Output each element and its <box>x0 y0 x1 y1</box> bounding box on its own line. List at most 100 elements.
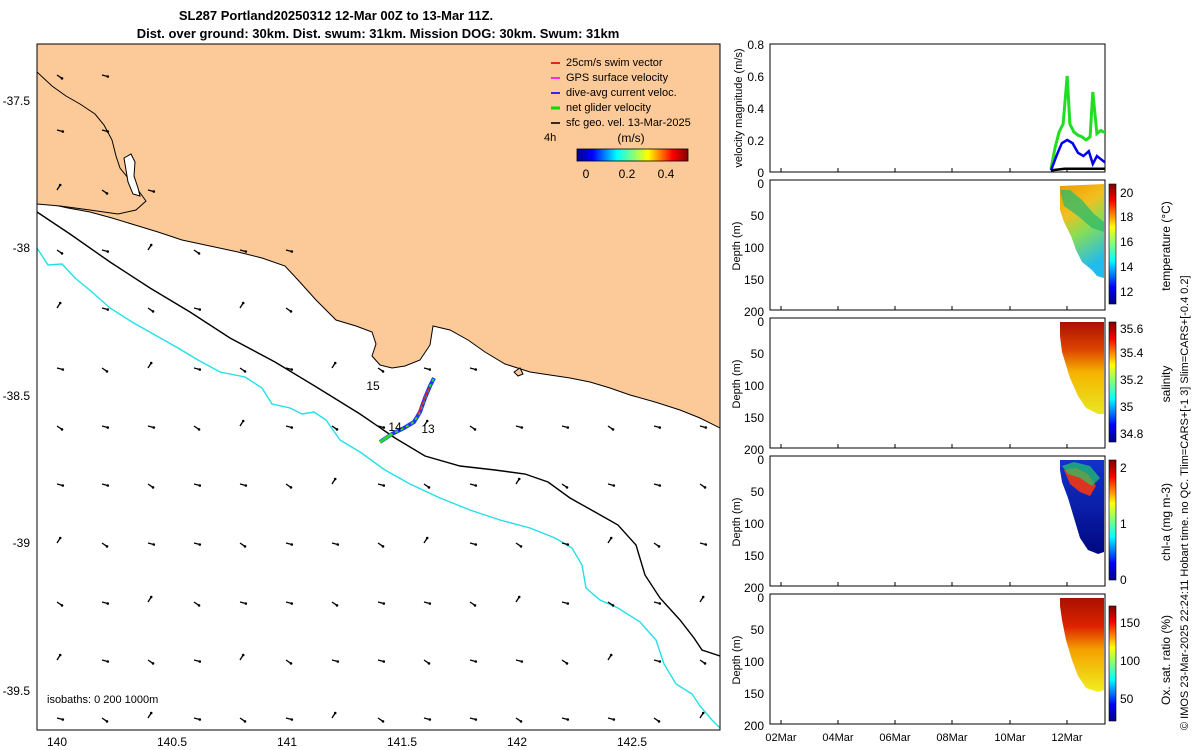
ox-y-label: Depth (m) <box>731 636 743 685</box>
temperature-colorbar <box>1108 183 1117 305</box>
velocity-panel: 0.8 0.6 0.4 0.2 0 velocity magnitude (m/… <box>733 38 1106 180</box>
geo-velocity-arrowhead <box>151 310 155 313</box>
chla-cbar-label: chl-a (mg m-3) <box>1159 483 1173 561</box>
chla-colorbar <box>1108 459 1117 581</box>
salinity-panel: 0 50 100 150 200 Depth (m) 35.6 35.4 35.… <box>731 315 1173 457</box>
ox-y-tick: 200 <box>744 719 764 733</box>
sal-y-tick: 150 <box>744 411 764 425</box>
sal-cbar-tick: 35.4 <box>1120 346 1144 360</box>
temp-cbar-tick: 18 <box>1120 210 1134 224</box>
map-y-tick: -37.5 <box>3 94 31 108</box>
map-x-tick: 141.5 <box>387 735 417 749</box>
map-x-tick: 140.5 <box>157 735 187 749</box>
geo-velocity-arrowhead <box>701 711 705 715</box>
map-day-label-14: 14 <box>388 420 402 434</box>
map-y-tick: -38 <box>13 241 31 255</box>
geo-velocity-arrowhead <box>703 662 707 665</box>
temp-cbar-label: temperature (°C) <box>1159 201 1173 291</box>
geo-velocity-arrowhead <box>152 190 156 193</box>
isobaths-label: isobaths: 0 200 1000m <box>47 694 158 706</box>
geo-velocity-arrowhead <box>609 536 613 540</box>
chla-y-tick: 50 <box>751 485 765 499</box>
date-tick: 04Mar <box>822 732 854 744</box>
temperature-panel: 0 50 100 150 200 Depth (m) 20 18 16 14 1… <box>731 177 1173 319</box>
geo-velocity-arrowhead <box>198 543 202 546</box>
geo-velocity-arrowhead <box>612 484 616 487</box>
geo-velocity-arrowhead <box>197 252 201 255</box>
velocity-frame <box>769 43 1106 173</box>
geo-velocity-arrowhead <box>61 484 65 487</box>
geo-velocity-arrowhead <box>566 602 570 605</box>
geo-velocity-arrowhead <box>517 477 521 481</box>
sal-cbar-tick: 35.6 <box>1120 322 1144 336</box>
geo-velocity-arrowhead <box>382 660 386 663</box>
geo-velocity-arrowhead <box>336 543 340 546</box>
geo-velocity-arrowhead <box>105 192 109 195</box>
geo-velocity-arrowhead <box>105 545 109 548</box>
chla-cbar-tick: 1 <box>1120 517 1127 531</box>
geo-velocity-arrowhead <box>60 252 64 255</box>
geo-velocity-arrowhead <box>61 718 65 721</box>
map-panel: 15 14 13 isobaths: 0 200 1000m 25cm/s sw… <box>3 43 721 749</box>
glider-track <box>378 377 436 444</box>
geo-velocity-arrowhead <box>565 662 569 665</box>
legend-gps-velocity: GPS surface velocity <box>566 72 669 84</box>
geo-velocity-arrowhead <box>382 602 386 605</box>
geo-velocity-arrowhead <box>704 543 708 546</box>
map-day-label-13: 13 <box>421 422 435 436</box>
geo-velocity-arrowhead <box>425 419 429 423</box>
geo-velocity-arrowhead <box>106 484 110 487</box>
geo-velocity-arrowhead <box>474 718 478 721</box>
geo-velocity-arrowhead <box>658 484 662 487</box>
geo-velocity-arrowhead <box>149 595 153 599</box>
figure-title-line2: Dist. over ground: 30km. Dist. swum: 31k… <box>137 26 620 41</box>
chla-frame <box>769 455 1106 587</box>
geo-velocity-arrowhead <box>105 370 109 373</box>
geo-velocity-arrowhead <box>427 662 431 665</box>
geo-velocity-arrowhead <box>335 428 339 431</box>
geo-velocity-arrowhead <box>198 368 202 371</box>
geo-velocity-arrowhead <box>517 595 521 599</box>
geo-velocity-arrowhead <box>612 718 616 721</box>
geo-velocity-arrowhead <box>382 484 386 487</box>
geo-velocity-arrowhead <box>243 370 247 373</box>
chla-mid-layer <box>1062 462 1100 486</box>
geo-velocity-arrowhead <box>519 545 523 548</box>
geo-velocity-arrowhead <box>198 718 202 721</box>
geo-velocity-arrowhead <box>473 604 477 607</box>
ox-y-tick: 0 <box>757 591 764 605</box>
date-tick: 06Mar <box>879 732 911 744</box>
geo-velocity-arrowhead <box>106 308 110 311</box>
sal-y-tick: 0 <box>757 315 764 329</box>
ox-y-tick: 50 <box>751 623 765 637</box>
geo-velocity-arrowhead <box>520 426 524 429</box>
velocity-y-tick: 0.4 <box>747 102 764 116</box>
geo-velocity-arrowhead <box>658 660 662 663</box>
velocity-series <box>1049 75 1106 172</box>
colorbar-tick-2: 0.4 <box>658 167 675 181</box>
geo-velocity-arrowhead <box>243 720 247 723</box>
geo-velocity-arrowhead <box>290 426 294 429</box>
sal-y-tick: 100 <box>744 379 764 393</box>
velocity-y-label: velocity magnitude (m/s) <box>733 48 745 167</box>
ox-cbar-tick: 100 <box>1120 654 1140 668</box>
geo-velocity-arrowhead <box>425 536 429 540</box>
geo-velocity-arrowhead <box>149 711 153 715</box>
map-legend: 25cm/s swim vector GPS surface velocity … <box>544 57 691 181</box>
oxygen-frame <box>769 593 1106 725</box>
chla-panel: 0 50 100 150 200 Depth (m) 2 1 0 chl-a (… <box>731 453 1173 595</box>
geo-velocity-arrowhead <box>658 602 662 605</box>
velocity-series-line-0 <box>1049 75 1105 170</box>
temp-cbar-tick: 16 <box>1120 235 1134 249</box>
map-y-tick: -39 <box>13 536 31 550</box>
ox-y-tick: 100 <box>744 655 764 669</box>
date-axis: 02Mar 04Mar 06Mar 08Mar 10Mar 12Mar <box>765 732 1083 744</box>
geo-velocity-arrowhead <box>106 660 110 663</box>
geo-velocity-arrowhead <box>381 370 385 373</box>
geo-velocity-arrowhead <box>474 484 478 487</box>
chla-y-tick: 100 <box>744 517 764 531</box>
colorbar-unit: (m/s) <box>617 131 644 145</box>
geo-velocity-arrowhead <box>197 428 201 431</box>
geo-velocity-arrowhead <box>60 604 64 607</box>
temp-cbar-tick: 20 <box>1120 186 1134 200</box>
